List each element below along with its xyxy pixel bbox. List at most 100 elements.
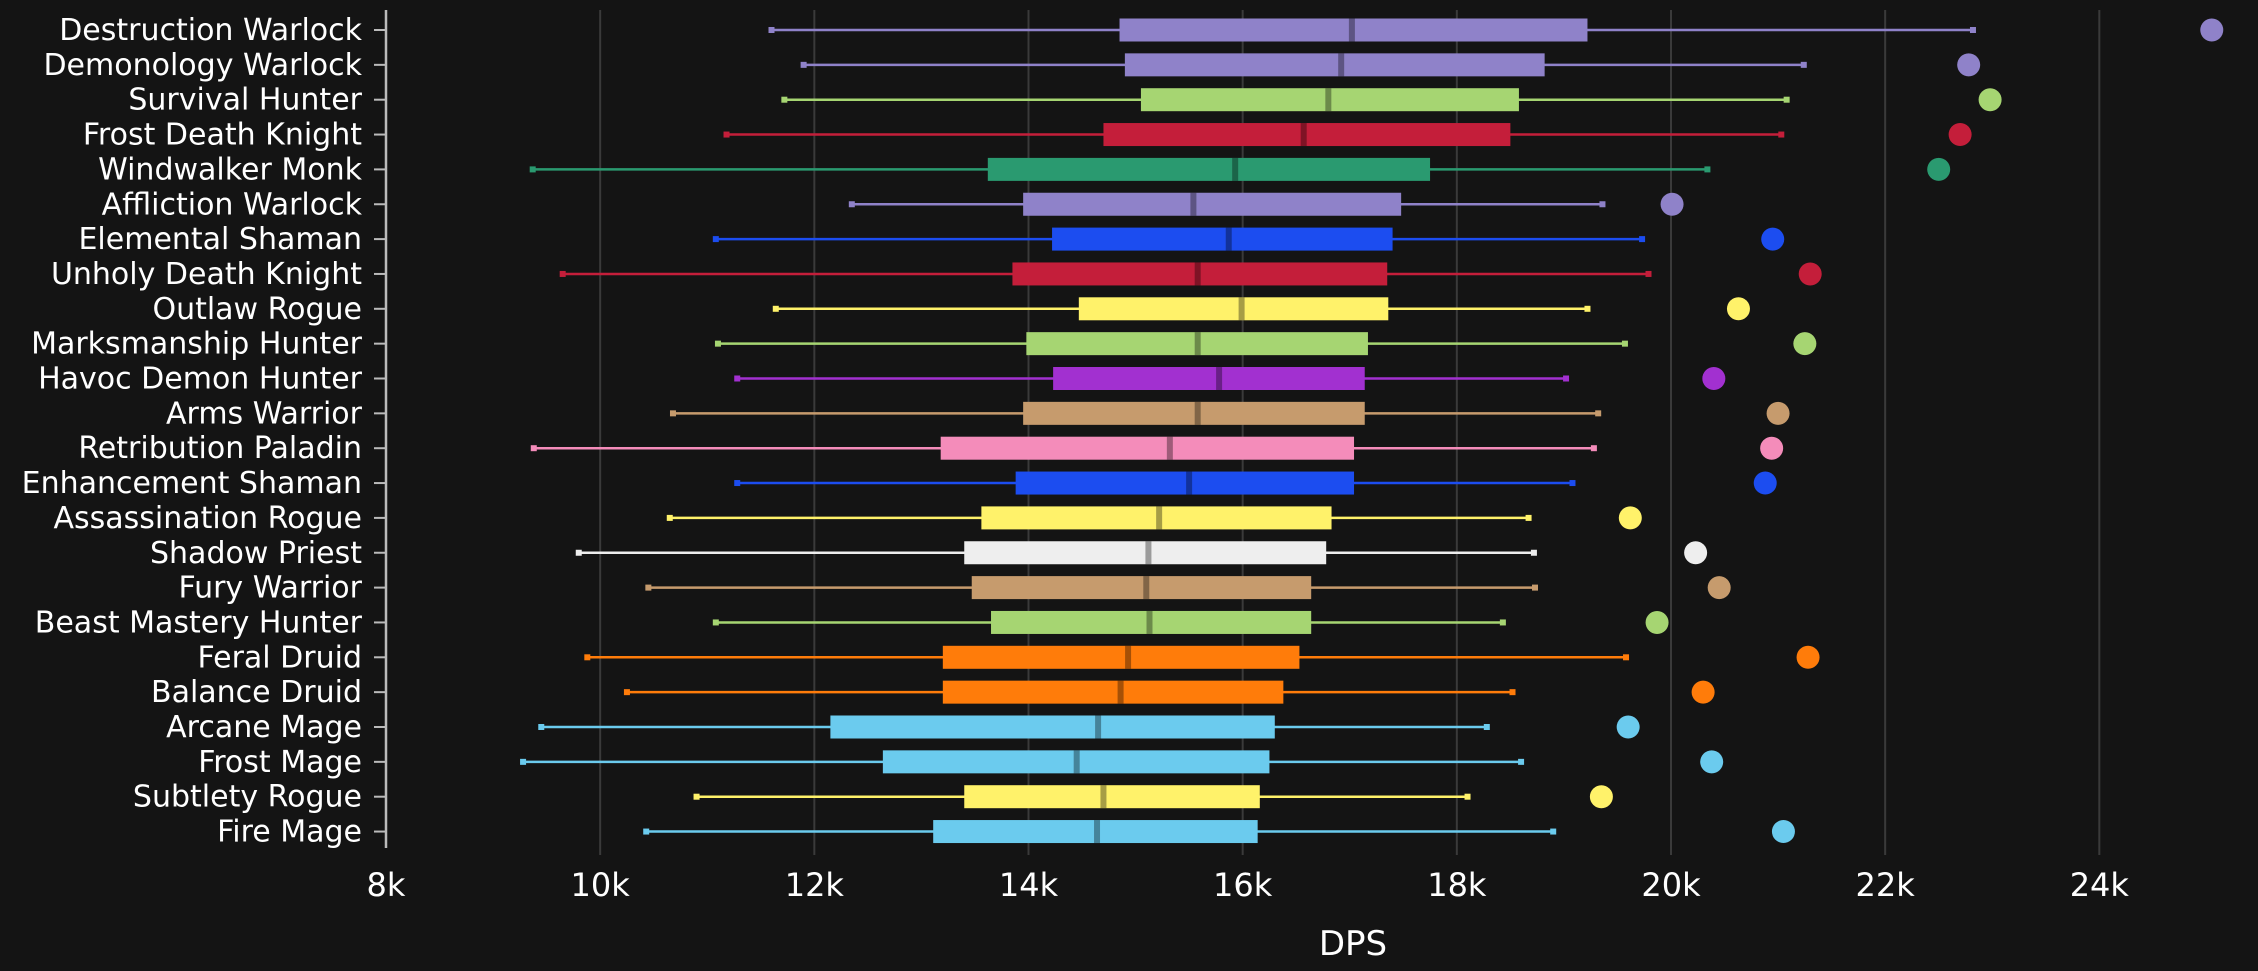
iqr-box xyxy=(991,610,1312,634)
median-marker xyxy=(1073,750,1080,774)
x-tick-label: 24k xyxy=(2070,866,2130,904)
box-row xyxy=(643,820,1795,844)
outlier-point xyxy=(1726,297,1750,321)
box-row xyxy=(575,541,1708,565)
iqr-box xyxy=(981,506,1332,530)
box-row xyxy=(530,436,1784,460)
outlier-point xyxy=(1766,401,1790,425)
median-marker xyxy=(1145,541,1152,565)
iqr-box xyxy=(1023,192,1402,216)
category-label: Balance Druid xyxy=(151,675,362,710)
outlier-point xyxy=(1700,750,1724,774)
whisker-cap-max xyxy=(1532,584,1539,591)
whisker-cap-min xyxy=(643,828,650,835)
plot-area xyxy=(520,18,2224,844)
axes: DPS 8k 10k 12k 14k 16k 18k 20k 22k 24k Destructio… xyxy=(22,10,2130,964)
whisker-cap-min xyxy=(712,619,719,626)
outlier-point xyxy=(1927,157,1951,181)
outlier-point xyxy=(1707,576,1731,600)
iqr-box xyxy=(933,820,1258,844)
whisker-cap-max xyxy=(1645,270,1652,277)
whisker-cap-min xyxy=(714,340,721,347)
x-tick-label: 8k xyxy=(367,866,406,904)
outlier-point xyxy=(1978,88,2002,112)
iqr-box xyxy=(964,541,1327,565)
median-marker xyxy=(1094,820,1101,844)
whisker-cap-max xyxy=(1783,96,1790,103)
x-tick-label: 14k xyxy=(999,866,1059,904)
x-tick-label: 12k xyxy=(785,866,845,904)
whisker-cap-max xyxy=(1518,758,1525,765)
whisker-cap-min xyxy=(623,689,630,696)
whisker-cap-max xyxy=(1623,654,1630,661)
median-marker xyxy=(1338,53,1345,77)
whisker-cap-min xyxy=(529,166,536,173)
outlier-point xyxy=(1771,820,1795,844)
category-label: Frost Death Knight xyxy=(83,118,362,153)
median-marker xyxy=(1300,123,1307,147)
box-row xyxy=(559,262,1822,286)
category-label: Enhancement Shaman xyxy=(22,466,362,501)
whisker-cap-min xyxy=(575,549,582,556)
whisker-cap-max xyxy=(1499,619,1506,626)
box-row xyxy=(693,785,1613,809)
iqr-box xyxy=(942,645,1300,669)
whisker-cap-max xyxy=(1509,689,1516,696)
x-tick-label: 16k xyxy=(1213,866,1273,904)
category-label: Shadow Priest xyxy=(150,536,362,571)
box-row xyxy=(712,610,1669,634)
whisker-cap-min xyxy=(520,758,527,765)
median-marker xyxy=(1216,367,1223,390)
category-label: Unholy Death Knight xyxy=(51,257,362,292)
box-row xyxy=(529,157,1951,181)
median-marker xyxy=(1146,610,1153,634)
box-row xyxy=(734,471,1777,495)
iqr-box xyxy=(942,680,1284,704)
whisker-cap-max xyxy=(1525,514,1532,521)
box-row xyxy=(666,506,1642,530)
iqr-box xyxy=(1103,123,1511,147)
whisker-cap-max xyxy=(1969,27,1976,33)
whisker-cap-min xyxy=(768,27,775,33)
category-label: Survival Hunter xyxy=(128,83,362,118)
x-axis-title: DPS xyxy=(1319,924,1387,964)
x-tick-label: 10k xyxy=(571,866,631,904)
whisker-cap-max xyxy=(1621,340,1628,347)
category-label: Subtlety Rogue xyxy=(133,780,362,815)
box-row xyxy=(712,227,1785,251)
median-marker xyxy=(1225,227,1232,251)
category-label: Windwalker Monk xyxy=(98,152,363,187)
median-marker xyxy=(1095,715,1102,739)
x-tick-label: 20k xyxy=(1641,866,1701,904)
category-label: Frost Mage xyxy=(198,745,362,780)
iqr-box xyxy=(1053,367,1365,390)
median-marker xyxy=(1325,88,1332,112)
outlier-point xyxy=(1793,332,1817,356)
category-label: Arcane Mage xyxy=(166,710,362,745)
whisker-cap-min xyxy=(645,584,652,591)
outlier-point xyxy=(1589,785,1613,809)
whisker-cap-min xyxy=(723,131,730,138)
category-label: Retribution Paladin xyxy=(78,431,362,466)
outlier-point xyxy=(1753,471,1777,495)
median-marker xyxy=(1117,680,1124,704)
box-row xyxy=(584,645,1820,669)
whisker-cap-min xyxy=(772,305,779,312)
box-row xyxy=(848,192,1684,216)
iqr-box xyxy=(1078,297,1389,321)
category-label: Affliction Warlock xyxy=(102,187,363,222)
iqr-box xyxy=(964,785,1260,809)
category-label: Feral Druid xyxy=(198,640,363,675)
iqr-box xyxy=(1026,332,1368,356)
outlier-point xyxy=(1948,123,1972,147)
whisker-cap-min xyxy=(781,96,788,103)
category-label: Demonology Warlock xyxy=(43,48,362,83)
iqr-box xyxy=(1023,401,1365,425)
whisker-cap-max xyxy=(1595,410,1602,417)
x-tick-label: 18k xyxy=(1427,866,1487,904)
box-row xyxy=(768,18,2224,42)
outlier-point xyxy=(1761,227,1785,251)
iqr-box xyxy=(1015,471,1355,495)
median-marker xyxy=(1194,332,1201,356)
